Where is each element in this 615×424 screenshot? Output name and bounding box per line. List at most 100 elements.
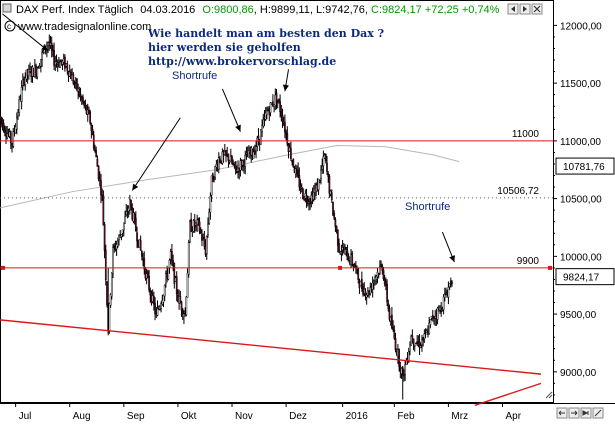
- candle-body: [344, 249, 346, 255]
- candle-body: [317, 178, 320, 191]
- price-label: 10781,76: [563, 162, 605, 173]
- candle-body: [210, 175, 213, 196]
- zoom-out-icon[interactable]: [556, 407, 568, 419]
- candle-body: [199, 229, 202, 234]
- candle-body: [412, 338, 415, 345]
- candle-body: [54, 61, 57, 65]
- candle-body: [103, 224, 106, 251]
- candle-body: [130, 199, 132, 208]
- candle-body: [171, 251, 173, 261]
- scroll-right-icon[interactable]: [519, 3, 531, 15]
- candle-body: [322, 156, 325, 167]
- candle-body: [428, 322, 431, 334]
- candle-body: [14, 126, 17, 134]
- candle-body: [424, 333, 427, 335]
- candle-body: [280, 110, 283, 117]
- x-tick-label: Sep: [127, 411, 145, 422]
- candle-body: [385, 281, 387, 286]
- candle-body: [213, 179, 215, 181]
- candle-body: [109, 294, 112, 306]
- trend-line-2: [474, 382, 542, 406]
- candle-body: [98, 178, 101, 181]
- candle-body: [64, 56, 66, 69]
- candle-body: [244, 155, 247, 167]
- candle-body: [373, 280, 375, 282]
- candle-body: [300, 186, 303, 189]
- candle-body: [351, 253, 354, 265]
- arrow-head: [132, 183, 139, 191]
- arrow-head: [449, 255, 455, 263]
- plot-area: [0, 0, 554, 403]
- candle-body: [393, 329, 396, 339]
- candle-body: [425, 330, 428, 333]
- candle-body: [149, 289, 152, 296]
- price-label-box: [555, 157, 615, 175]
- candle-body: [266, 110, 268, 116]
- candle-body: [3, 129, 6, 133]
- candle-body: [139, 240, 142, 251]
- zoom-in-icon[interactable]: [568, 407, 580, 419]
- candle-body: [96, 158, 99, 167]
- candle-body: [309, 201, 312, 204]
- candle-body: [394, 337, 397, 350]
- x-tick-label: Jul: [19, 411, 32, 422]
- annotation-url[interactable]: http://www.brokervorschlag.de: [148, 55, 336, 68]
- candle-body: [345, 247, 348, 250]
- hline-handle: [1, 265, 5, 270]
- candle-body: [119, 235, 122, 238]
- candle-body: [286, 133, 289, 145]
- candle-body: [272, 101, 274, 107]
- candle-body: [419, 345, 422, 348]
- candle-body: [361, 278, 363, 289]
- candle-body: [40, 59, 42, 67]
- annotation-arrow: [2, 13, 49, 52]
- candle-body: [327, 173, 330, 177]
- candle-body: [79, 93, 82, 96]
- candle-body: [181, 309, 184, 316]
- symbol-marker-icon[interactable]: [2, 3, 12, 13]
- candle-body: [235, 171, 238, 173]
- candle-body: [173, 262, 176, 284]
- candle-body: [267, 108, 269, 111]
- close-chart-icon[interactable]: [531, 3, 543, 15]
- candle-body: [437, 309, 440, 312]
- y-tick-label: 11500,00: [560, 79, 601, 90]
- candle-body: [227, 154, 230, 161]
- y-tick-label: 10500,00: [560, 195, 602, 206]
- candle-body: [106, 281, 108, 306]
- annotation-question: Wie handelt man am besten den Dax ?: [147, 27, 384, 40]
- candle-body: [346, 250, 349, 261]
- candle-body: [410, 336, 412, 347]
- x-tick-label: 2016: [346, 411, 369, 422]
- candle-body: [36, 68, 39, 78]
- x-tick-label: Feb: [397, 411, 415, 422]
- header-high: H:9899,11: [260, 4, 310, 16]
- candle-body: [364, 290, 367, 297]
- candle-body: [382, 269, 385, 279]
- candle-body: [116, 240, 119, 247]
- candle-body: [15, 117, 18, 130]
- candle-body: [422, 337, 425, 341]
- y-tick-label: 9500,00: [560, 310, 597, 321]
- candle-body: [122, 222, 125, 231]
- candle-body: [371, 282, 374, 290]
- candle-body: [302, 188, 304, 200]
- candle-body: [92, 134, 95, 149]
- candle-body: [387, 303, 390, 309]
- scroll-left-icon[interactable]: [507, 3, 519, 15]
- scroll-end-icon[interactable]: [580, 407, 592, 419]
- candle-body: [391, 314, 393, 329]
- candle-body: [369, 287, 372, 294]
- candle-body: [185, 296, 188, 316]
- hline-handle: [548, 265, 552, 270]
- candle-body: [141, 250, 143, 257]
- candle-body: [89, 111, 92, 124]
- x-tick-label: Aug: [73, 411, 91, 422]
- candle-body: [95, 150, 98, 157]
- x-tick-label: Dez: [289, 411, 307, 422]
- resize-handle-icon[interactable]: [545, 391, 553, 399]
- settings-icon[interactable]: [592, 407, 604, 419]
- candle-body: [197, 218, 200, 221]
- candle-body: [306, 199, 309, 204]
- chart-toolbar: [507, 3, 543, 15]
